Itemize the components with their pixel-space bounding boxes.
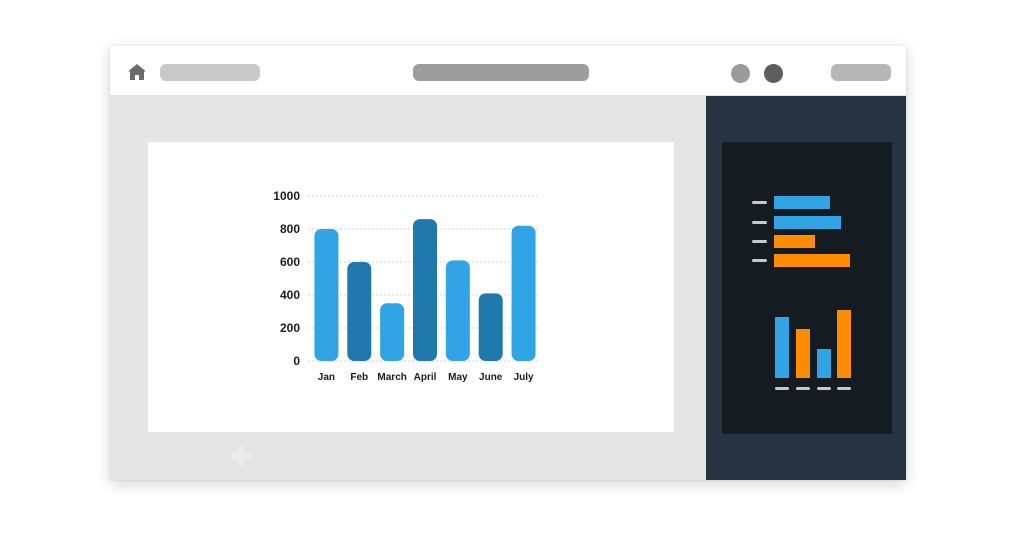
legend-dash [752,201,767,204]
thumb-column [796,329,810,378]
axis-dash [837,387,851,390]
x-tick-label: March [377,372,406,383]
bar-april[interactable] [413,219,437,361]
axis-dash [796,387,810,390]
axis-dash [817,387,831,390]
legend-dash [752,259,767,262]
user-avatar[interactable] [731,64,750,83]
share-button[interactable] [831,64,891,81]
y-tick-label: 600 [280,255,300,269]
thumb-column [775,317,789,378]
y-tick-label: 800 [280,222,300,236]
bar-chart: 1000 800 600 400 200 0 Jan Feb March April May June… [273,189,538,383]
x-tick-label: July [514,372,534,383]
legend-dash [752,221,767,224]
bar-june[interactable] [478,293,503,361]
side-panel [706,96,906,480]
bar-march[interactable] [380,303,405,361]
slide[interactable]: 1000 800 600 400 200 0 Jan Feb March April May June… [148,142,674,432]
home-icon[interactable] [128,64,146,80]
thumb-column [817,349,831,378]
x-tick-label: May [448,372,468,383]
add-icon[interactable] [230,445,252,467]
chart-preview-card[interactable] [722,142,892,434]
legend-dash [752,240,767,243]
thumb-hbar [774,196,830,209]
x-tick-label: Feb [350,372,368,383]
document-title-placeholder[interactable] [413,64,589,81]
user-avatar-secondary[interactable] [764,64,783,83]
x-tick-label: April [414,372,437,383]
x-tick-label: June [479,372,503,383]
x-tick-label: Jan [318,372,335,383]
bar-feb[interactable] [347,262,372,361]
column-chart-thumbnail[interactable] [775,310,851,390]
chart-thumbnails [752,196,851,390]
y-tick-label: 200 [280,321,300,335]
y-tick-label: 1000 [273,189,300,203]
thumb-hbar [774,216,841,229]
y-tick-label: 0 [293,354,300,368]
thumb-hbar [774,235,815,248]
thumb-column [837,310,851,378]
thumb-hbar [774,254,850,267]
bar-jan[interactable] [314,229,339,361]
bar-july[interactable] [511,225,536,361]
y-tick-label: 400 [280,288,300,302]
axis-dash [775,387,789,390]
app-window: 1000 800 600 400 200 0 Jan Feb March April May June… [110,46,906,480]
breadcrumb-placeholder[interactable] [160,64,260,81]
bar-may[interactable] [445,260,470,361]
top-toolbar [110,46,906,96]
editor-canvas: 1000 800 600 400 200 0 Jan Feb March April May June… [110,96,706,480]
horizontal-bar-chart-thumbnail[interactable] [752,196,850,267]
